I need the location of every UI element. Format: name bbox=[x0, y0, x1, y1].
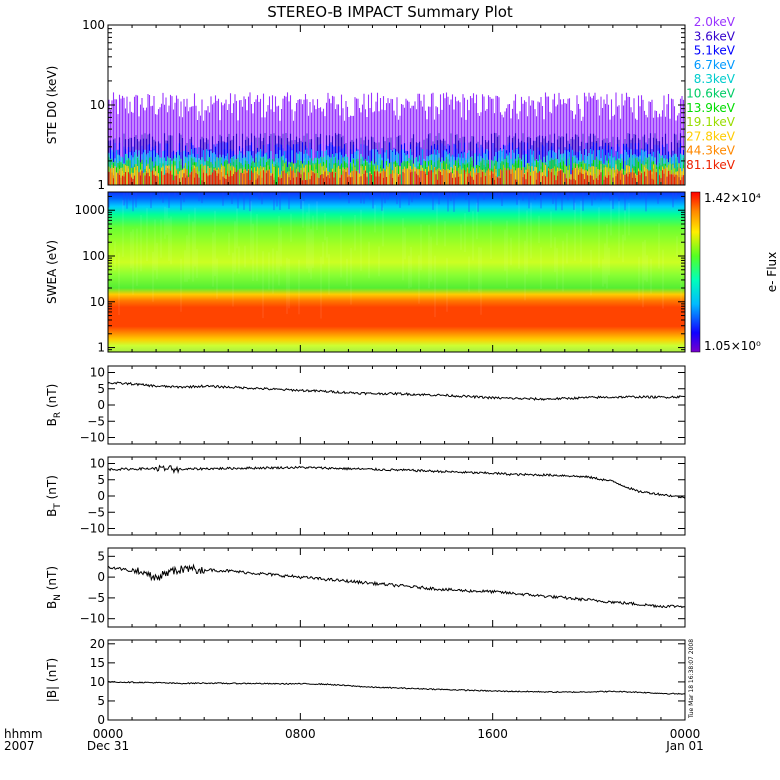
ste-channel-5 bbox=[108, 157, 685, 185]
legend-entry: 19.1keV bbox=[686, 115, 736, 129]
y-tick-label: 20 bbox=[90, 637, 105, 651]
y-axis-label: STE D0 (keV) bbox=[45, 66, 59, 145]
bn-trace bbox=[107, 563, 686, 609]
colorbar-min: 1.05×10⁰ bbox=[704, 339, 761, 353]
ste-channel-10 bbox=[108, 170, 685, 185]
panel-frame bbox=[107, 365, 686, 445]
legend-entry: 44.3keV bbox=[686, 144, 736, 158]
ste-bars bbox=[108, 92, 685, 185]
x-row2-label: 2007 bbox=[4, 739, 35, 753]
x-tick-time: 0000 bbox=[93, 727, 124, 741]
panel-bmag: 0 5 10 15 20 |B| (nT) bbox=[45, 637, 686, 727]
y-tick-label: 5 bbox=[97, 473, 105, 487]
y-tick-label: −5 bbox=[87, 505, 105, 519]
y-axis-label: BR (nT) bbox=[45, 384, 63, 427]
panel-br: −10 −5 0 5 10 BR (nT) bbox=[45, 365, 686, 445]
y-tick-label: 10 bbox=[90, 295, 105, 309]
legend-entry: 13.9keV bbox=[686, 101, 736, 115]
x-tick-time: 0000 bbox=[670, 727, 701, 741]
y-tick-label: 1 bbox=[97, 178, 105, 192]
legend-entry: 27.8keV bbox=[686, 129, 736, 143]
y-tick-label: 10 bbox=[90, 366, 105, 380]
y-tick-label: 0 bbox=[97, 398, 105, 412]
colorbar-label: e- Flux bbox=[765, 252, 779, 292]
y-tick-label: 1 bbox=[97, 341, 105, 355]
panel-bt: −10 −5 0 5 10 BT (nT) bbox=[45, 456, 686, 536]
panel-swea: 1 10 100 1000 SWEA (eV) 1.42×10⁴ 1.05×10⁰ e- Fl… bbox=[45, 191, 779, 355]
y-tick-label: 100 bbox=[82, 249, 105, 263]
legend-entry: 5.1keV bbox=[694, 44, 736, 58]
colorbar-max: 1.42×10⁴ bbox=[704, 191, 761, 205]
panel-bn: −10 −5 0 5 BN (nT) bbox=[45, 547, 686, 628]
panels-layer: 2.0keV3.6keV5.1keV6.7keV8.3keV10.6keV13.… bbox=[45, 15, 779, 727]
x-tick-date: Jan 01 bbox=[665, 739, 704, 753]
y-tick-label: −5 bbox=[87, 414, 105, 428]
y-tick-label: 0 bbox=[97, 489, 105, 503]
y-tick-label: 5 bbox=[97, 549, 105, 563]
y-tick-label: 1000 bbox=[74, 203, 105, 217]
y-tick-label: 10 bbox=[90, 98, 105, 112]
x-tick-time: 0800 bbox=[285, 727, 316, 741]
colorbar bbox=[690, 191, 701, 353]
x-tick-time: 1600 bbox=[477, 727, 508, 741]
panel-frame bbox=[107, 547, 686, 628]
swea-top-streaks bbox=[108, 192, 683, 212]
ste-channel-4 bbox=[108, 153, 685, 185]
panel-frame bbox=[107, 639, 686, 721]
y-tick-label: 10 bbox=[90, 457, 105, 471]
y-axis-label: BN (nT) bbox=[45, 566, 63, 609]
legend-entry: 8.3keV bbox=[694, 72, 736, 86]
legend-entry: 81.1keV bbox=[686, 158, 736, 172]
x-row1-label: hhmm bbox=[4, 727, 43, 741]
y-tick-label: 15 bbox=[90, 656, 105, 670]
x-tick-date: Dec 31 bbox=[87, 739, 129, 753]
legend-entry: 2.0keV bbox=[694, 15, 736, 29]
legend-entry: 3.6keV bbox=[694, 29, 736, 43]
plot-title: STEREO-B IMPACT Summary Plot bbox=[267, 3, 513, 21]
ste-channel-0 bbox=[108, 92, 685, 185]
y-tick-label: −10 bbox=[80, 431, 105, 445]
bt-trace bbox=[107, 464, 686, 499]
y-tick-label: 10 bbox=[90, 675, 105, 689]
y-tick-label: −10 bbox=[80, 612, 105, 626]
timestamp: Tue Mar 18 16:38:07 2008 bbox=[688, 639, 695, 719]
y-tick-label: 100 bbox=[82, 18, 105, 32]
y-tick-label: 0 bbox=[97, 713, 105, 727]
y-tick-label: 0 bbox=[97, 570, 105, 584]
y-tick-label: −10 bbox=[80, 522, 105, 536]
y-tick-label: −5 bbox=[87, 591, 105, 605]
bmag-trace bbox=[107, 680, 686, 695]
y-axis-label: |B| (nT) bbox=[45, 658, 59, 702]
y-tick-label: 5 bbox=[97, 382, 105, 396]
swea-spectrogram bbox=[108, 192, 685, 352]
y-axis-label: BT (nT) bbox=[45, 475, 63, 517]
panel-ste: 2.0keV3.6keV5.1keV6.7keV8.3keV10.6keV13.… bbox=[45, 15, 736, 192]
y-tick-label: 5 bbox=[97, 694, 105, 708]
y-axis-label: SWEA (eV) bbox=[45, 240, 59, 304]
br-trace bbox=[107, 381, 685, 401]
legend-entry: 6.7keV bbox=[694, 58, 736, 72]
legend-entry: 10.6keV bbox=[686, 87, 736, 101]
